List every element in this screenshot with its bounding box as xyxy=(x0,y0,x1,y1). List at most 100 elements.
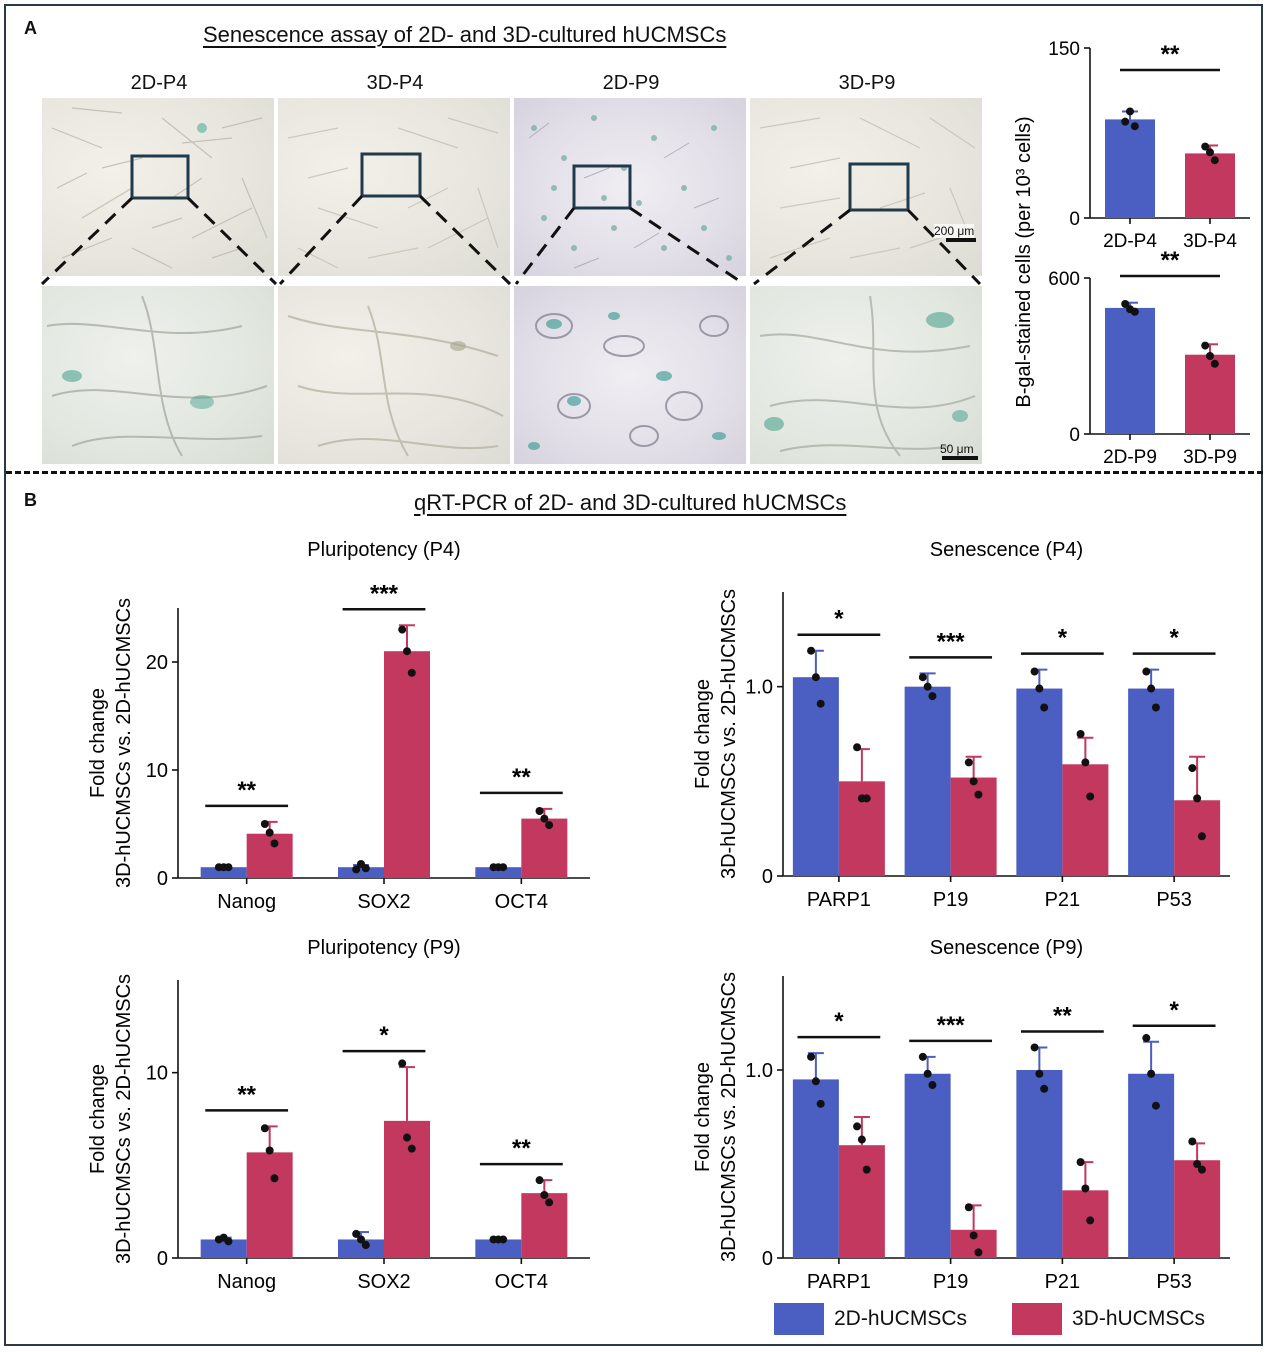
data-point xyxy=(1147,1069,1156,1078)
panel-b-letter: B xyxy=(24,490,37,510)
data-point xyxy=(1040,1084,1049,1093)
significance-stars: * xyxy=(834,606,844,633)
data-point xyxy=(807,646,816,655)
micrograph-2d-p9-high xyxy=(514,286,746,464)
data-point xyxy=(499,863,508,872)
chart-title: Senescence (P9) xyxy=(930,937,1083,959)
data-point xyxy=(224,1237,233,1246)
bgal-ylabel: B-gal-stained cells (per 10³ cells) xyxy=(1013,116,1035,407)
y-tick-label: 0 xyxy=(762,1248,773,1270)
data-point xyxy=(398,1059,407,1068)
data-point xyxy=(352,865,361,874)
data-point xyxy=(1126,107,1134,116)
bar xyxy=(1174,800,1221,876)
data-point xyxy=(857,1135,866,1144)
data-point xyxy=(1210,156,1219,165)
data-point xyxy=(1147,684,1156,693)
data-point xyxy=(1188,1137,1197,1146)
x-tick-label: 3D-P9 xyxy=(1183,447,1237,468)
figure-frame xyxy=(4,4,1263,1346)
significance-stars: ** xyxy=(512,764,531,791)
data-point xyxy=(398,625,407,634)
bar xyxy=(1128,688,1175,876)
y-axis-label-line2: 3D-hUCMSCs vs. 2D-hUCMSCs xyxy=(718,972,740,1262)
legend-item-3d: 3D-hUCMSCs xyxy=(1012,1303,1205,1335)
y-tick-label: 0 xyxy=(1069,425,1080,446)
data-point xyxy=(1142,1034,1151,1043)
data-point xyxy=(1040,703,1049,712)
bar xyxy=(1128,1073,1175,1258)
data-point xyxy=(1206,352,1214,360)
significance-stars: ** xyxy=(1161,247,1180,274)
data-point xyxy=(918,1052,927,1061)
data-point xyxy=(853,743,862,752)
data-point xyxy=(862,1165,871,1174)
chart-pluri_p4: 0 10 20 Pluripotency (P4) Fold change 3D-hUCM… xyxy=(87,539,590,913)
data-point xyxy=(1206,148,1214,157)
y-tick-label: 0 xyxy=(157,868,168,890)
data-point xyxy=(928,1081,937,1090)
x-tick-label: OCT4 xyxy=(495,891,548,913)
data-point xyxy=(1035,684,1044,693)
data-point xyxy=(260,820,269,828)
data-point xyxy=(270,839,279,848)
data-point xyxy=(1081,1184,1090,1193)
bar xyxy=(792,677,839,876)
data-point xyxy=(545,1198,554,1207)
bar xyxy=(1185,153,1235,218)
data-point xyxy=(1130,307,1139,316)
image-label-2d-p4: 2D-P4 xyxy=(130,72,188,94)
micrograph-2d-p9-low xyxy=(514,98,746,276)
x-tick-label: P53 xyxy=(1156,889,1192,911)
data-point xyxy=(265,828,274,837)
data-point xyxy=(974,1248,983,1257)
bar xyxy=(1062,764,1109,876)
y-tick-label: 0 xyxy=(157,1248,168,1270)
x-tick-label: PARP1 xyxy=(807,1271,871,1293)
x-tick-label: Nanog xyxy=(217,1271,276,1293)
significance-stars: * xyxy=(834,1008,844,1035)
chart-pluri_p9: 0 10 Pluripotency (P9) Fold change 3D-hUCMSC… xyxy=(87,937,590,1293)
legend-swatch-2d xyxy=(774,1303,824,1335)
data-point xyxy=(1151,1101,1160,1110)
significance-stars: *** xyxy=(937,628,966,655)
y-axis-label-line2: 3D-hUCMSCs vs. 2D-hUCMSCs xyxy=(718,589,740,879)
panel-a-title: Senescence assay of 2D- and 3D-cultured … xyxy=(203,22,727,47)
data-point xyxy=(923,682,932,691)
micrograph-2d-p4-high xyxy=(42,286,274,464)
data-point xyxy=(1035,1069,1044,1078)
significance-stars: ** xyxy=(1161,41,1180,68)
chart-sen_p9: 0 1.0 Senescence (P9) Fold change 3D-hUCMSCs… xyxy=(692,937,1230,1293)
data-point xyxy=(923,1069,932,1078)
panel-b-title: qRT-PCR of 2D- and 3D-cultured hUCMSCs xyxy=(414,490,847,515)
micrograph-3d-p4-high xyxy=(278,286,510,464)
data-point xyxy=(1121,300,1130,308)
bar xyxy=(1016,1070,1063,1258)
x-tick-label: 2D-P9 xyxy=(1103,447,1157,468)
data-point xyxy=(816,699,825,708)
data-point xyxy=(407,1144,416,1153)
data-point xyxy=(1086,1216,1095,1225)
bar xyxy=(521,1193,568,1258)
bar xyxy=(475,867,522,878)
chart-sen_p4: 0 1.0 Senescence (P4) Fold change 3D-hUCMSCs… xyxy=(692,539,1230,911)
bar xyxy=(384,1120,430,1258)
data-point xyxy=(1197,832,1206,841)
chart-title: Pluripotency (P4) xyxy=(307,539,460,561)
x-tick-label: P53 xyxy=(1156,1271,1192,1293)
data-point xyxy=(545,821,554,830)
bar xyxy=(246,833,293,878)
x-tick-label: SOX2 xyxy=(357,891,410,913)
image-label-2d-p9: 2D-P9 xyxy=(602,72,660,94)
bar xyxy=(338,867,384,878)
panel-a-letter: A xyxy=(24,18,37,38)
data-point xyxy=(361,1241,370,1250)
data-point xyxy=(1030,1043,1039,1052)
data-point xyxy=(1193,1160,1202,1168)
significance-stars: * xyxy=(379,1022,389,1049)
x-tick-label: SOX2 xyxy=(357,1271,410,1293)
scale-bar-label-high-mag: 50 μm xyxy=(940,442,974,456)
data-point xyxy=(1130,122,1139,131)
data-point xyxy=(816,1099,825,1108)
